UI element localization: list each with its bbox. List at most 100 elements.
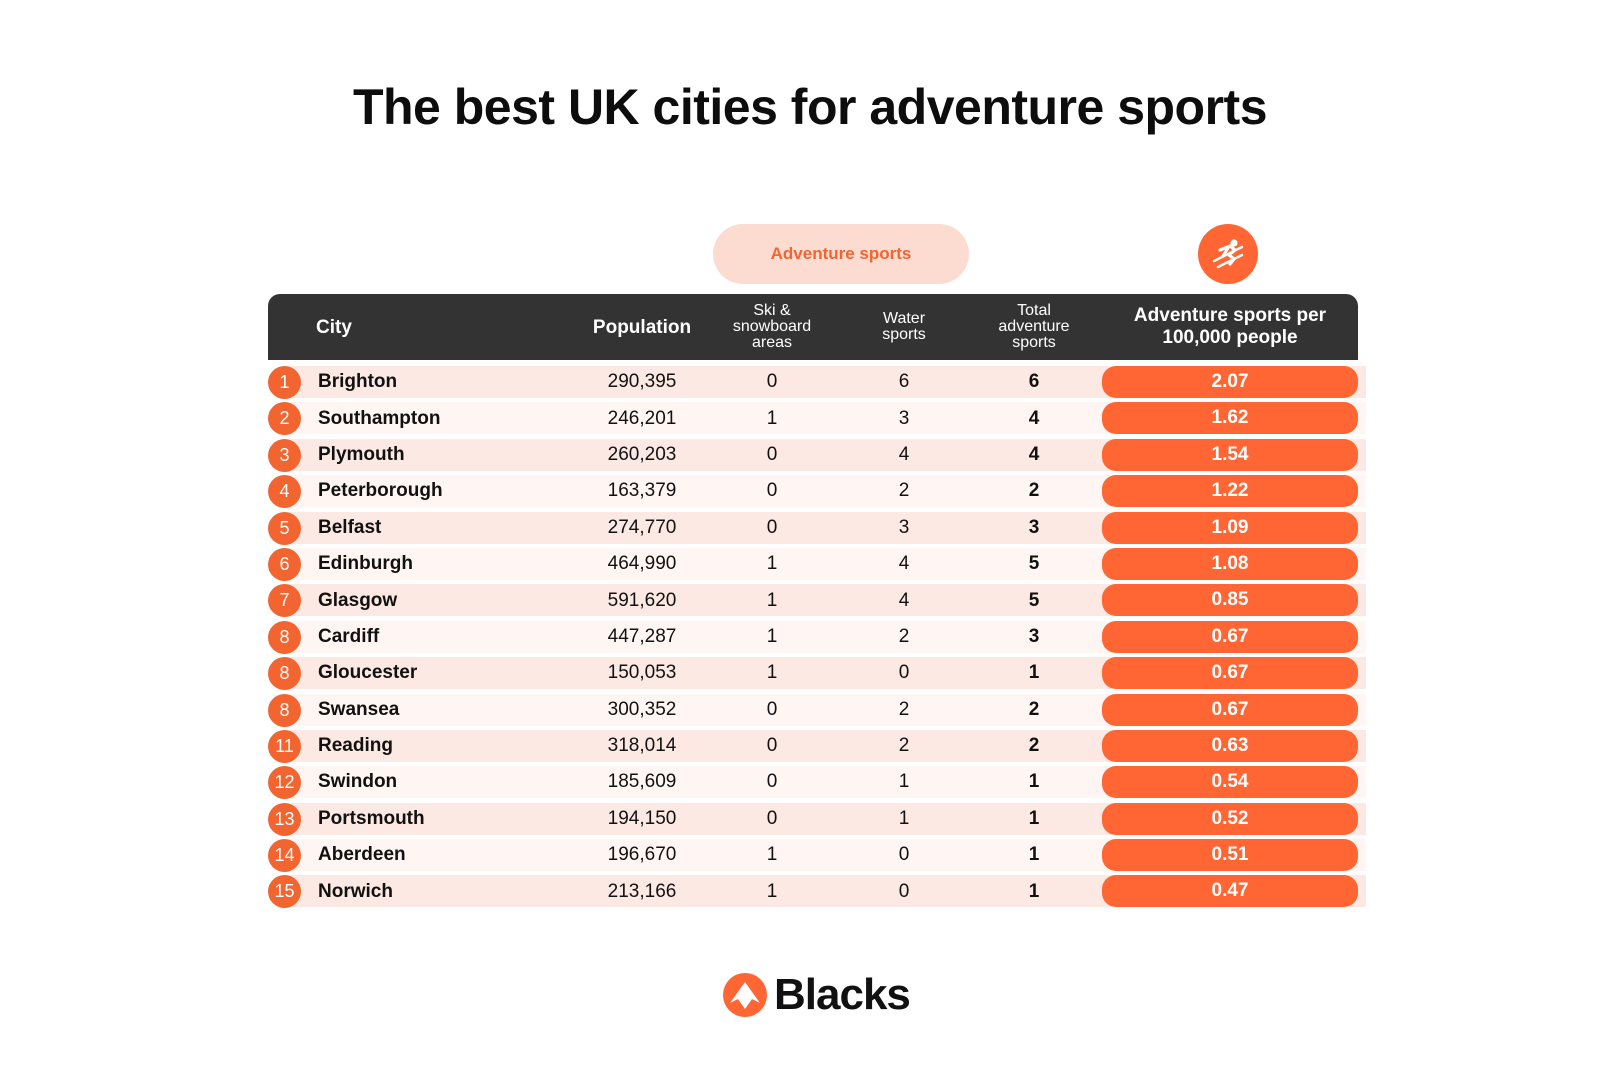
cell-adventure-sports-per-100k: 1.62	[1102, 402, 1358, 435]
cell-city: Edinburgh	[318, 553, 413, 575]
cell-ski-snowboard-areas: 0	[766, 807, 778, 829]
cell-population: 260,203	[607, 443, 677, 465]
cell-city: Glasgow	[318, 589, 398, 611]
cell-water-sports: 1	[898, 807, 910, 829]
cell-water-sports: 4	[898, 443, 910, 465]
cell-water-sports: 2	[898, 735, 910, 757]
cell-city: Brighton	[318, 371, 398, 393]
results-table: City Population Ski & snowboard areas Wa…	[268, 294, 1366, 910]
cell-ski-snowboard-areas: 0	[766, 771, 778, 793]
cell-total-adventure-sports: 1	[1028, 880, 1040, 902]
table-row: 8 Cardiff 447,287 1 2 3 0.67	[268, 619, 1366, 655]
cell-ski-snowboard-areas: 1	[766, 662, 778, 684]
cell-adventure-sports-per-100k: 0.67	[1102, 693, 1358, 726]
cell-water-sports: 4	[898, 553, 910, 575]
cell-city: Plymouth	[318, 443, 405, 465]
blacks-logo: Blacks	[722, 970, 911, 1019]
cell-total-adventure-sports: 1	[1028, 771, 1040, 793]
cell-population: 246,201	[607, 407, 677, 429]
cell-water-sports: 3	[898, 407, 910, 429]
header-total-line: Total	[1017, 302, 1051, 319]
cell-total-adventure-sports: 2	[1028, 480, 1040, 502]
table-row: 3 Plymouth 260,203 0 4 4 1.54	[268, 437, 1366, 473]
cell-total-adventure-sports: 1	[1028, 844, 1040, 866]
cell-population: 194,150	[607, 807, 677, 829]
cell-total-adventure-sports: 2	[1028, 698, 1040, 720]
cell-ski-snowboard-areas: 1	[766, 625, 778, 647]
table-row: 4 Peterborough 163,379 0 2 2 1.22	[268, 473, 1366, 509]
rank-badge: 7	[268, 584, 301, 618]
table-row: 13 Portsmouth 194,150 0 1 1 0.52	[268, 801, 1366, 837]
table-row: 8 Swansea 300,352 0 2 2 0.67	[268, 692, 1366, 728]
table-body: 1 Brighton 290,395 0 6 6 2.07 2 Southampton 246,2…	[268, 364, 1366, 910]
cell-city: Reading	[318, 735, 393, 757]
header-adventure-sports-per-100k: Adventure sports per 100,000 people	[1102, 294, 1358, 360]
cell-ski-snowboard-areas: 0	[766, 443, 778, 465]
table-row: 15 Norwich 213,166 1 0 1 0.47	[268, 873, 1366, 909]
table-row: 14 Aberdeen 196,670 1 0 1 0.51	[268, 837, 1366, 873]
cell-ski-snowboard-areas: 1	[766, 553, 778, 575]
header-water-sports: Water sports	[834, 294, 974, 360]
table-row: 8 Gloucester 150,053 1 0 1 0.67	[268, 655, 1366, 691]
cell-ski-snowboard-areas: 1	[766, 880, 778, 902]
cell-population: 213,166	[607, 880, 677, 902]
cell-population: 274,770	[607, 516, 677, 538]
table-row: 1 Brighton 290,395 0 6 6 2.07	[268, 364, 1366, 400]
cell-population: 185,609	[607, 771, 677, 793]
cell-adventure-sports-per-100k: 2.07	[1102, 366, 1358, 398]
table-header: City Population Ski & snowboard areas Wa…	[268, 294, 1358, 360]
cell-total-adventure-sports: 6	[1028, 371, 1040, 393]
cell-population: 464,990	[607, 553, 677, 575]
table-row: 6 Edinburgh 464,990 1 4 5 1.08	[268, 546, 1366, 582]
cell-ski-snowboard-areas: 0	[766, 698, 778, 720]
table-row: 5 Belfast 274,770 0 3 3 1.09	[268, 510, 1366, 546]
cell-population: 447,287	[607, 625, 677, 647]
brand-name: Blacks	[774, 970, 911, 1019]
table-row: 11 Reading 318,014 0 2 2 0.63	[268, 728, 1366, 764]
header-city: City	[316, 316, 352, 338]
rank-badge: 8	[268, 657, 301, 691]
header-total-line: sports	[1012, 334, 1056, 351]
cell-city: Belfast	[318, 516, 382, 538]
cell-total-adventure-sports: 4	[1028, 407, 1040, 429]
rank-badge: 5	[268, 511, 301, 545]
cell-adventure-sports-per-100k: 0.67	[1102, 657, 1358, 690]
cell-city: Swansea	[318, 698, 400, 720]
header-ski-line: snowboard	[732, 318, 812, 335]
cell-ski-snowboard-areas: 1	[766, 407, 778, 429]
cell-ski-snowboard-areas: 1	[766, 589, 778, 611]
cell-city: Swindon	[318, 771, 398, 793]
cell-ski-snowboard-areas: 0	[766, 516, 778, 538]
skiing-person-icon-svg	[1212, 239, 1244, 269]
cell-city: Portsmouth	[318, 807, 425, 829]
header-ski-line: areas	[751, 334, 793, 351]
cell-city: Peterborough	[318, 480, 443, 502]
cell-adventure-sports-per-100k: 0.63	[1102, 729, 1358, 762]
header-population: Population	[592, 316, 692, 338]
cell-water-sports: 3	[898, 516, 910, 538]
rank-badge: 4	[268, 475, 301, 509]
header-total-line: adventure	[998, 318, 1070, 335]
cell-water-sports: 2	[898, 698, 910, 720]
header-water-line: Water	[882, 310, 926, 327]
cell-adventure-sports-per-100k: 0.54	[1102, 766, 1358, 799]
cell-city: Gloucester	[318, 662, 418, 684]
cell-total-adventure-sports: 1	[1028, 662, 1040, 684]
cell-total-adventure-sports: 5	[1028, 589, 1040, 611]
cell-total-adventure-sports: 5	[1028, 553, 1040, 575]
cell-population: 163,379	[607, 480, 677, 502]
cell-water-sports: 2	[898, 480, 910, 502]
cell-population: 150,053	[607, 662, 677, 684]
rank-badge: 3	[268, 438, 301, 472]
cell-adventure-sports-per-100k: 0.52	[1102, 802, 1358, 835]
rank-badge: 8	[268, 693, 301, 727]
cell-ski-snowboard-areas: 0	[766, 480, 778, 502]
rank-badge: 6	[268, 547, 301, 581]
cell-ski-snowboard-areas: 0	[766, 735, 778, 757]
header-water-line: sports	[882, 326, 926, 343]
cell-water-sports: 0	[898, 662, 910, 684]
table-row: 2 Southampton 246,201 1 3 4 1.62	[268, 400, 1366, 436]
cell-adventure-sports-per-100k: 1.08	[1102, 547, 1358, 580]
skiing-person-icon	[1198, 224, 1258, 284]
cell-water-sports: 6	[898, 371, 910, 393]
